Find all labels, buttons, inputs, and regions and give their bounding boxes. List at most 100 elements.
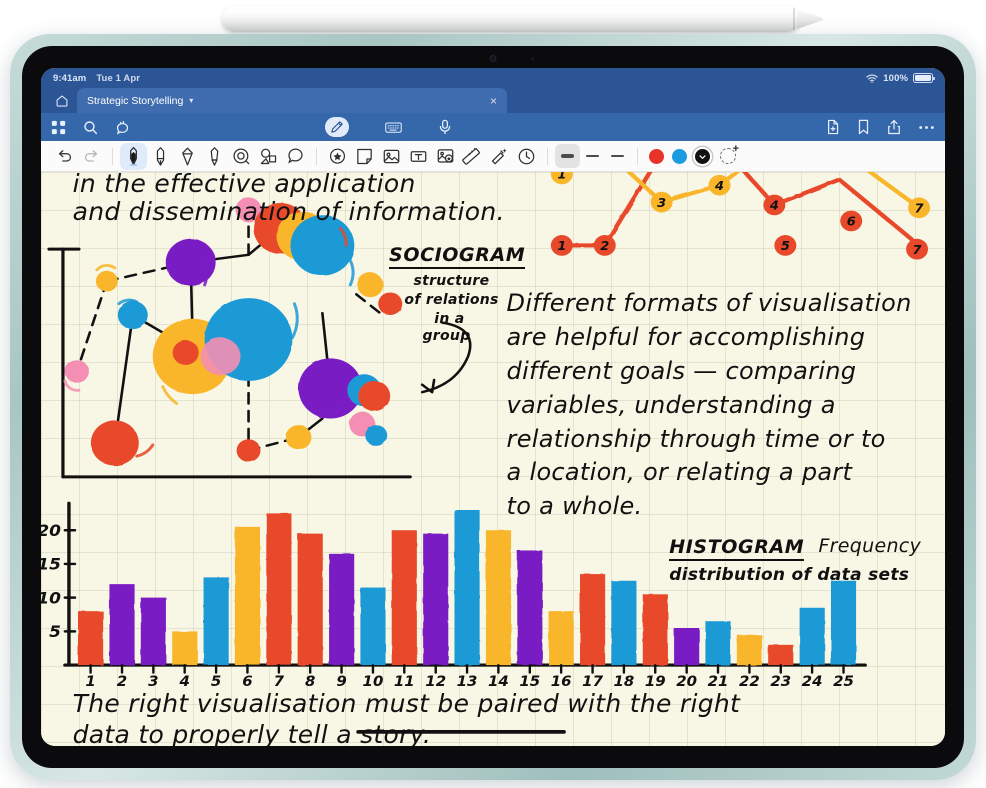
node <box>357 272 384 298</box>
body-paragraph-line-4: variables, understanding a <box>506 390 836 419</box>
histogram-bar <box>830 580 857 666</box>
toolbar-divider <box>112 147 113 165</box>
color-red-swatch[interactable] <box>649 148 664 164</box>
svg-text:7: 7 <box>913 242 922 257</box>
shape-tool[interactable] <box>228 143 255 170</box>
node <box>285 425 312 450</box>
histogram-x-tick-label: 12 <box>425 674 446 690</box>
svg-text:6: 6 <box>847 214 856 229</box>
body-paragraph-line-1: Different formats of visualisation <box>506 289 912 318</box>
color-black-swatch[interactable] <box>695 148 710 164</box>
body-paragraph-line-2: are helpful for accomplishing <box>506 322 866 351</box>
body-paragraph-line-7: to a whole. <box>506 492 643 521</box>
stroke-width-medium[interactable] <box>580 144 605 168</box>
node <box>365 425 388 446</box>
tab-title: Strategic Storytelling <box>87 94 184 107</box>
sticky-note-tool[interactable] <box>351 143 378 170</box>
histogram-bar <box>736 634 763 666</box>
undo-icon[interactable] <box>51 143 78 170</box>
body-paragraph-line-6: a location, or relating a part <box>506 458 853 487</box>
histogram-caption-line-1: Frequency <box>818 535 922 558</box>
histogram-x-tick-label: 9 <box>336 674 346 690</box>
line-chart-partial <box>559 172 922 248</box>
close-icon[interactable]: × <box>489 93 497 108</box>
bottom-paragraph-line-1: The right visualisation must be paired w… <box>72 689 741 719</box>
chevron-down-icon[interactable]: ▾ <box>189 96 194 105</box>
battery-full-icon <box>913 73 935 83</box>
top-paragraph-line-2: and dissemination of information. <box>72 196 505 226</box>
histogram-x-tick-label: 15 <box>519 674 540 690</box>
histogram-x-tick-label: 13 <box>457 674 478 690</box>
svg-text:2: 2 <box>600 238 609 253</box>
histogram-bar <box>454 510 480 666</box>
node <box>358 380 391 412</box>
histogram-bar <box>642 594 668 666</box>
histogram-bar <box>360 587 386 666</box>
bottom-paragraph-line-2: data to properly tell a story. <box>72 719 432 746</box>
text-box-tool[interactable] <box>405 143 432 170</box>
add-page-icon[interactable] <box>826 119 840 135</box>
redo-icon[interactable] <box>78 143 105 170</box>
highlighter-tool[interactable] <box>201 143 228 170</box>
stroke-width-small[interactable] <box>605 144 630 168</box>
toolbar-divider-2 <box>316 147 317 165</box>
node <box>236 439 261 462</box>
search-icon[interactable] <box>83 120 98 135</box>
media-add-tool[interactable] <box>432 143 459 170</box>
home-icon[interactable] <box>47 88 77 113</box>
node <box>95 270 118 292</box>
document-tab[interactable]: Strategic Storytelling ▾ × <box>77 88 507 113</box>
wifi-icon <box>866 74 878 83</box>
histogram-bar <box>485 530 512 666</box>
microphone-icon[interactable] <box>438 119 452 135</box>
sociogram-title: SOCIOGRAM <box>389 244 526 269</box>
eraser-tool[interactable] <box>174 143 201 170</box>
apple-pencil[interactable] <box>222 6 800 32</box>
status-date: Tue 1 Apr <box>96 72 141 84</box>
share-icon[interactable] <box>887 119 901 135</box>
histogram-bar <box>172 631 198 666</box>
svg-text:1: 1 <box>557 172 566 181</box>
node <box>90 420 139 466</box>
color-blue-swatch[interactable] <box>672 148 687 164</box>
svg-text:5: 5 <box>781 238 790 253</box>
image-tool[interactable] <box>378 143 405 170</box>
grid-view-icon[interactable] <box>51 120 66 135</box>
note-canvas[interactable]: 1 2 4 1 4 3 7 5 6 7 <box>41 172 945 746</box>
node <box>235 197 262 222</box>
pencil-tool[interactable] <box>147 143 174 170</box>
stroke-width-large[interactable] <box>555 144 580 168</box>
add-color-icon[interactable] <box>720 143 739 164</box>
line-chart-markers: 1 2 4 1 4 3 7 5 6 7 <box>550 172 931 260</box>
keyboard-icon[interactable] <box>385 121 403 134</box>
histogram-x-tick-label: 8 <box>305 674 315 690</box>
histogram-x-tick-label: 25 <box>833 674 854 690</box>
node <box>378 292 403 316</box>
pen-tool[interactable] <box>120 142 147 170</box>
apple-pencil-seam <box>793 8 795 30</box>
histogram-x-tick-label: 21 <box>708 674 729 690</box>
histogram-bar <box>517 550 543 666</box>
histogram-x-tick-label: 24 <box>802 674 823 690</box>
histogram-bar <box>266 513 292 666</box>
note-content-svg: 1 2 4 1 4 3 7 5 6 7 <box>41 172 931 734</box>
sociogram-network <box>63 197 472 466</box>
ambient-sensor-icon <box>530 57 534 60</box>
bookmark-icon[interactable] <box>857 119 870 135</box>
ruler-tool[interactable] <box>459 143 486 170</box>
histogram-x-tick-label: 20 <box>676 674 697 690</box>
lasso-tool[interactable] <box>282 143 309 170</box>
magic-eraser-tool[interactable] <box>486 143 513 170</box>
sticker-star-tool[interactable] <box>324 143 351 170</box>
more-options-icon[interactable] <box>918 125 935 130</box>
ios-status-bar: 9:41am Tue 1 Apr 100% <box>41 68 945 88</box>
histogram-x-tick-label: 18 <box>614 674 635 690</box>
histogram-bar <box>580 574 606 666</box>
pen-annotate-icon[interactable] <box>325 117 350 137</box>
ipad-device-frame: 9:41am Tue 1 Apr 100% <box>10 34 976 780</box>
lasso-select-icon[interactable] <box>115 120 130 135</box>
history-clock-tool[interactable] <box>513 143 540 170</box>
sociogram-caption-line-1: structure <box>413 273 490 290</box>
sticker-tool[interactable] <box>255 143 282 170</box>
